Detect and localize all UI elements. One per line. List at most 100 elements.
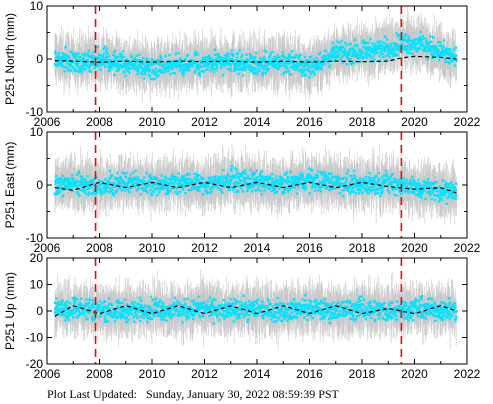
data-point: [202, 177, 205, 180]
data-point: [211, 67, 214, 71]
data-point: [150, 58, 154, 61]
data-point: [78, 183, 82, 187]
data-point: [61, 60, 64, 64]
data-point: [443, 58, 447, 61]
data-point: [193, 187, 197, 190]
data-point: [60, 181, 63, 184]
data-point: [116, 59, 119, 62]
data-point: [259, 56, 262, 60]
data-point: [239, 187, 243, 190]
data-point: [234, 58, 237, 62]
data-point: [446, 51, 449, 54]
data-point: [232, 188, 235, 191]
data-point: [130, 61, 133, 64]
data-point: [248, 177, 251, 180]
data-point: [447, 60, 450, 64]
data-point: [136, 182, 140, 185]
data-point: [420, 42, 424, 45]
data-point: [447, 52, 450, 56]
data-point: [294, 68, 298, 71]
data-point: [378, 54, 381, 58]
data-point: [330, 56, 333, 59]
data-point: [83, 183, 86, 187]
data-point: [58, 187, 62, 191]
data-point: [53, 63, 57, 66]
data-point: [102, 63, 106, 66]
data-point: [66, 62, 70, 65]
data-point: [275, 56, 278, 60]
data-point: [406, 51, 409, 55]
data-point: [69, 63, 73, 66]
data-point: [204, 58, 207, 61]
data-point: [220, 188, 223, 191]
data-point: [212, 185, 216, 188]
data-point: [86, 187, 90, 191]
data-point: [84, 178, 87, 181]
data-point: [70, 173, 74, 177]
data-point: [365, 41, 368, 45]
data-point: [183, 179, 186, 183]
data-point: [189, 188, 192, 192]
data-point: [164, 54, 167, 58]
data-point: [134, 185, 137, 188]
data-point: [160, 58, 163, 61]
data-point: [183, 58, 187, 61]
data-point: [424, 46, 428, 49]
data-point: [194, 172, 197, 175]
data-point: [337, 55, 341, 58]
data-point: [169, 65, 172, 68]
data-point: [87, 49, 90, 52]
data-point: [403, 35, 407, 38]
data-point: [356, 45, 359, 48]
data-point: [352, 54, 356, 58]
data-point: [326, 55, 329, 58]
data-point: [235, 64, 238, 67]
data-point: [249, 53, 252, 57]
data-point: [205, 189, 209, 192]
data-point: [166, 69, 170, 73]
data-point: [240, 172, 243, 176]
data-point: [174, 52, 177, 56]
data-point: [195, 185, 198, 189]
data-point: [396, 43, 399, 46]
data-point: [226, 175, 229, 178]
data-point: [243, 62, 246, 65]
data-point: [158, 179, 161, 182]
data-point: [360, 55, 363, 59]
data-point: [288, 53, 291, 56]
data-point: [418, 47, 422, 50]
data-point: [117, 68, 120, 71]
data-point: [62, 182, 66, 186]
data-point: [104, 178, 107, 181]
data-point: [241, 74, 245, 77]
data-point: [81, 180, 84, 183]
data-point: [156, 59, 159, 62]
data-point: [142, 56, 145, 60]
data-point: [111, 192, 115, 195]
data-point: [61, 174, 64, 178]
data-point: [247, 66, 251, 70]
data-point: [240, 55, 243, 59]
data-point: [162, 63, 166, 66]
data-point: [78, 188, 82, 192]
data-point: [331, 41, 334, 45]
data-point: [234, 66, 237, 70]
data-point: [261, 59, 265, 63]
data-point: [277, 67, 280, 71]
data-point: [423, 37, 427, 40]
data-point: [121, 179, 125, 182]
data-point: [243, 169, 247, 172]
data-point: [107, 65, 110, 69]
data-point: [274, 63, 277, 67]
data-point: [75, 62, 78, 66]
data-point: [449, 54, 452, 57]
data-point: [209, 187, 212, 191]
data-point: [83, 180, 86, 183]
data-point: [318, 52, 321, 56]
data-point: [182, 64, 186, 67]
data-point: [124, 183, 128, 187]
data-point: [395, 45, 399, 48]
data-point: [442, 39, 446, 42]
data-point: [249, 70, 253, 73]
data-point: [362, 56, 366, 59]
